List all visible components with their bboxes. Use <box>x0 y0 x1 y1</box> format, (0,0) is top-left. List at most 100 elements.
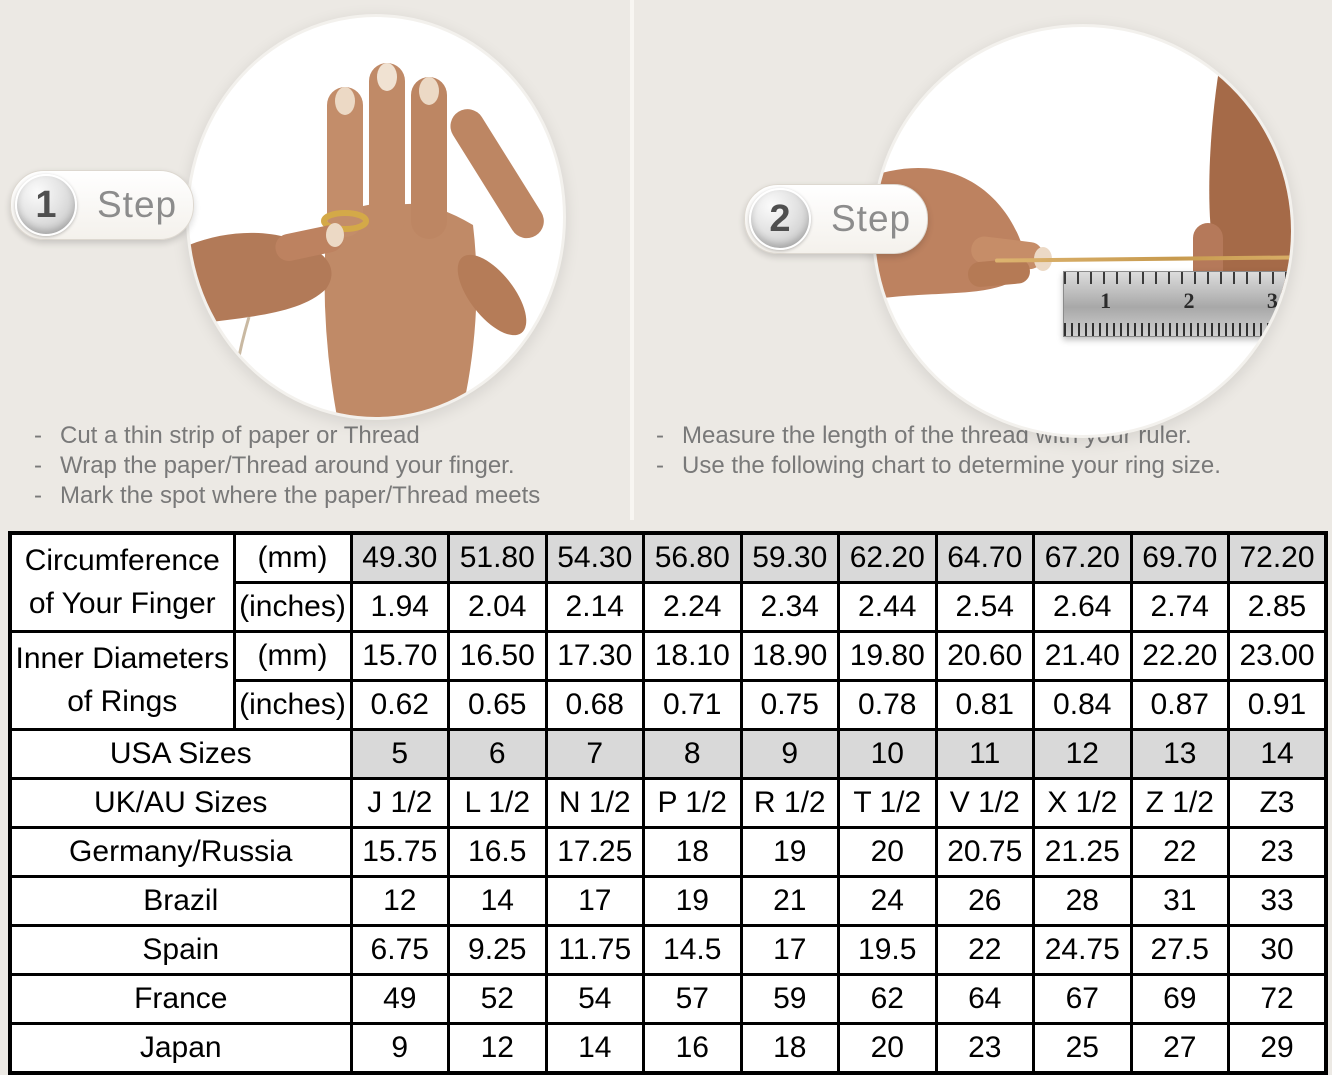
chart-cell: 0.87 <box>1129 679 1230 731</box>
chart-cell: 24.75 <box>1032 924 1133 976</box>
chart-group-label: Circumference of Your Finger <box>8 531 236 633</box>
chart-row: Brazil 12 14 17 19 21 24 26 28 31 33 <box>8 875 1328 927</box>
chart-cell: 19.5 <box>837 924 938 976</box>
step1-photo <box>186 14 566 420</box>
chart-cell: 18.90 <box>739 630 840 682</box>
chart-unit-label: (mm) <box>232 531 353 584</box>
helper-hand <box>189 223 344 396</box>
panel-divider <box>630 0 634 520</box>
chart-cell: 12 <box>447 1022 548 1075</box>
chart-cell: 2.14 <box>544 581 645 633</box>
chart-region-label: Germany/Russia <box>8 826 353 878</box>
chart-region-label: France <box>8 973 353 1025</box>
chart-cell: 6.75 <box>349 924 450 976</box>
chart-cell: 13 <box>1129 728 1230 780</box>
chart-cell: 20.60 <box>934 630 1035 682</box>
chart-cell: V 1/2 <box>934 777 1035 829</box>
chart-cell: 15.70 <box>349 630 450 682</box>
chart-cell: 21 <box>739 875 840 927</box>
chart-cell: 2.44 <box>837 581 938 633</box>
chart-cell: 7 <box>544 728 645 780</box>
chart-cell: 14 <box>544 1022 645 1075</box>
chart-cell: 49 <box>349 973 450 1025</box>
hand-with-ring-illustration <box>189 63 544 417</box>
chart-row: Japan 9 12 14 16 18 20 23 25 27 29 <box>8 1022 1328 1075</box>
chart-cell: 23.00 <box>1227 630 1328 682</box>
ring-size-chart-table: Circumference of Your Finger (mm) 49.30 51.8… <box>8 531 1328 1075</box>
ruler-number: 3 <box>1266 288 1278 313</box>
chart-cell: 20 <box>837 1022 938 1075</box>
chart-cell: 31 <box>1129 875 1230 927</box>
chart-cell: 9 <box>739 728 840 780</box>
chart-cell: 22.20 <box>1129 630 1230 682</box>
bullet-dash: - <box>656 422 664 449</box>
chart-cell: 20 <box>837 826 938 878</box>
chart-cell: L 1/2 <box>447 777 548 829</box>
chart-cell: N 1/2 <box>544 777 645 829</box>
chart-cell: 69.70 <box>1129 531 1230 584</box>
chart-cell: T 1/2 <box>837 777 938 829</box>
chart-cell: 11 <box>934 728 1035 780</box>
chart-cell: 0.91 <box>1227 679 1328 731</box>
chart-cell: 64.70 <box>934 531 1035 584</box>
bullet-dash: - <box>34 422 42 449</box>
chart-cell: P 1/2 <box>642 777 743 829</box>
chart-cell: 23 <box>934 1022 1035 1075</box>
chart-cell: 72.20 <box>1227 531 1328 584</box>
chart-cell: 0.65 <box>447 679 548 731</box>
chart-cell: 10 <box>837 728 938 780</box>
chart-cell: 2.85 <box>1227 581 1328 633</box>
chart-group-label: Inner Diameters of Rings <box>8 630 236 731</box>
instruction-line: - Wrap the paper/Thread around your fing… <box>34 451 540 481</box>
step1-instructions: - Cut a thin strip of paper or Thread - … <box>34 421 540 511</box>
chart-cell: 12 <box>1032 728 1133 780</box>
chart-cell: 23 <box>1227 826 1328 878</box>
chart-cell: J 1/2 <box>349 777 450 829</box>
chart-cell: 57 <box>642 973 743 1025</box>
ruler-ticks-top-icon <box>1064 272 1291 284</box>
chart-group-label-line: Circumference <box>24 544 220 577</box>
chart-cell: 0.75 <box>739 679 840 731</box>
chart-cell: 59.30 <box>739 531 840 584</box>
chart-cell: 20.75 <box>934 826 1035 878</box>
ruler-number: 1 <box>1100 288 1112 313</box>
ruler-ticks-bottom-icon <box>1064 323 1291 336</box>
chart-cell: 49.30 <box>349 531 450 584</box>
step2-photo: 1 2 3 <box>872 24 1294 438</box>
instruction-text: Mark the spot where the paper/Thread mee… <box>60 482 541 509</box>
instruction-text: Cut a thin strip of paper or Thread <box>60 422 420 449</box>
chart-unit-label: (inches) <box>232 679 353 731</box>
ruler: 1 2 3 <box>1063 271 1291 337</box>
chart-cell: 56.80 <box>642 531 743 584</box>
chart-cell: 9.25 <box>447 924 548 976</box>
chart-cell: 0.84 <box>1032 679 1133 731</box>
chart-cell: 1.94 <box>349 581 450 633</box>
chart-cell: 2.24 <box>642 581 743 633</box>
chart-row: UK/AU Sizes J 1/2 L 1/2 N 1/2 P 1/2 R 1/2 T 1/… <box>8 777 1328 829</box>
instruction-line: - Use the following chart to determine y… <box>656 451 1221 481</box>
chart-region-label: Spain <box>8 924 353 976</box>
chart-cell: 30 <box>1227 924 1328 976</box>
chart-unit-label: (inches) <box>232 581 353 633</box>
chart-cell: 22 <box>934 924 1035 976</box>
chart-cell: 18.10 <box>642 630 743 682</box>
chart-cell: 54 <box>544 973 645 1025</box>
chart-cell: 69 <box>1129 973 1230 1025</box>
chart-cell: 16.50 <box>447 630 548 682</box>
chart-row: Inner Diameters of Rings (mm) 15.70 16.50 17.… <box>8 630 1328 731</box>
chart-cell: 14 <box>1227 728 1328 780</box>
chart-cell: Z 1/2 <box>1129 777 1230 829</box>
chart-cell: 0.81 <box>934 679 1035 731</box>
chart-group-label-line: of Your Finger <box>28 587 216 620</box>
chart-cell: 18 <box>739 1022 840 1075</box>
gold-ring <box>321 210 369 232</box>
measuring-hands-illustration <box>875 27 1291 299</box>
instruction-text: Use the following chart to determine you… <box>682 452 1221 479</box>
chart-cell: 19.80 <box>837 630 938 682</box>
chart-cell: 54.30 <box>544 531 645 584</box>
bullet-dash: - <box>34 482 42 509</box>
chart-cell: 24 <box>837 875 938 927</box>
chart-group-label-line: of Rings <box>67 685 178 718</box>
chart-row: France 49 52 54 57 59 62 64 67 69 72 <box>8 973 1328 1025</box>
